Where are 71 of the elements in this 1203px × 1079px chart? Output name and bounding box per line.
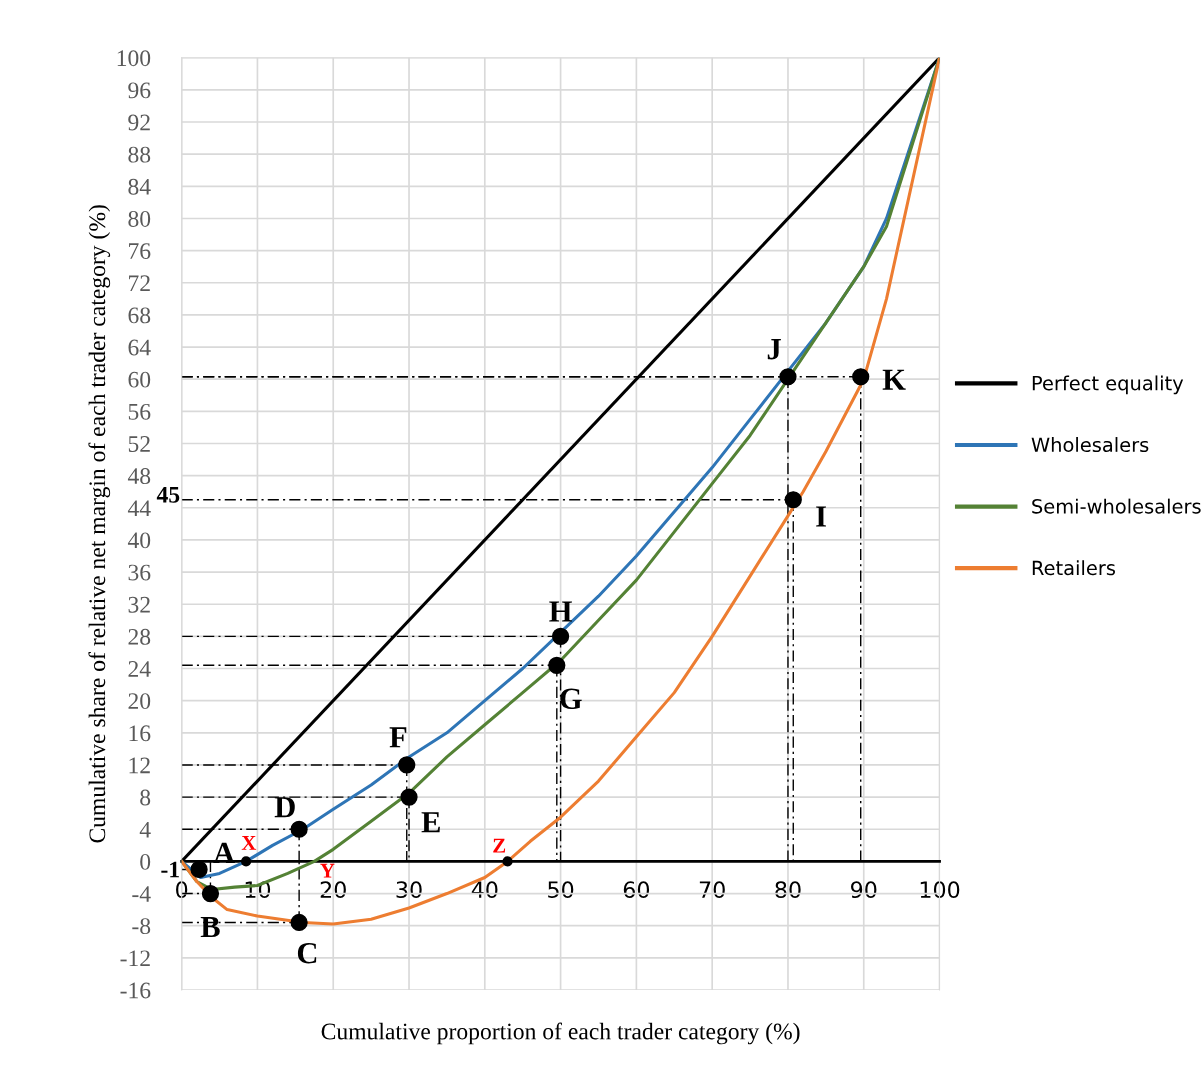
point: [502, 856, 513, 867]
y-tick-label: -8: [132, 918, 151, 935]
y-tick-label: 8: [140, 789, 151, 806]
y-tick-label: 100: [117, 50, 151, 67]
x-tick-label: 90: [851, 881, 877, 899]
y-tick-label: 72: [129, 275, 150, 291]
y-tick-label: 80: [128, 210, 151, 227]
point: [398, 756, 416, 774]
point: [852, 368, 870, 386]
annotation: K: [882, 369, 906, 390]
x-tick-label: 30: [396, 881, 422, 899]
y-tick-label: 92: [128, 114, 150, 131]
y-tick-label: 68: [128, 307, 151, 324]
x-tick-label: 50: [548, 881, 574, 899]
annotation: G: [560, 688, 582, 710]
point: [779, 368, 797, 386]
y-tick-label: -4: [132, 886, 151, 902]
y-tick-label: 44: [127, 500, 151, 516]
y-tick-label: 16: [129, 725, 151, 742]
annotation: B: [200, 916, 220, 938]
y-tick-label: 28: [128, 628, 151, 645]
annotation: F: [389, 727, 407, 748]
annotation: E: [421, 812, 440, 833]
annotation: C: [297, 942, 317, 964]
x-axis-title: Cumulative proportion of each trader category (%): [321, 1022, 800, 1045]
y-axis-title: Cumulative share of relative net margin of each trader category (%): [88, 205, 111, 843]
x-tick-label: 100: [920, 881, 960, 899]
y-tick-label: -12: [120, 950, 150, 967]
y-tick-label: 24: [128, 661, 151, 677]
x-tick-label: 20: [320, 881, 346, 899]
point: [190, 860, 208, 879]
annotation: Z: [493, 838, 506, 853]
annotation: X: [241, 836, 257, 850]
y-tick-label: 32: [128, 596, 150, 613]
point: [548, 656, 566, 674]
legend-label: Perfect equality: [1032, 375, 1184, 395]
point: [290, 913, 308, 932]
point: [400, 788, 418, 806]
annotation: J: [767, 339, 781, 360]
text: -1: [161, 861, 179, 878]
legend-label: Wholesalers: [1031, 437, 1149, 453]
y-tick-label: 20: [128, 693, 151, 710]
point: [240, 856, 252, 867]
point: [290, 820, 308, 838]
y-tick-label: 56: [128, 403, 151, 420]
y-tick-label: 40: [127, 532, 151, 549]
y-tick-label: 4: [139, 821, 151, 838]
legend-label: Semi-wholesalers: [1032, 498, 1201, 514]
point: [784, 491, 802, 509]
annotation: I: [816, 506, 826, 527]
y-tick-label: 48: [127, 468, 151, 485]
legend-label: Retailers: [1032, 560, 1116, 576]
x-tick-label: 70: [699, 881, 725, 899]
y-tick-label: 76: [129, 243, 151, 260]
y-tick-label: 36: [128, 564, 151, 581]
y-tick-label: 12: [129, 757, 150, 774]
y-tick-label: 0: [140, 853, 151, 870]
y-tick-label: 84: [128, 178, 151, 195]
y-tick-label: 64: [128, 339, 151, 356]
y-tick-label: 52: [128, 436, 150, 452]
annotation: D: [274, 797, 295, 818]
point: [551, 627, 570, 645]
y-tick-label: 60: [128, 371, 151, 388]
annotation: Y: [320, 863, 335, 878]
annotation: H: [549, 601, 572, 622]
y-tick-label: 96: [128, 82, 151, 99]
point: [201, 884, 220, 903]
y-tick-label: 88: [128, 146, 151, 163]
text: 45: [156, 486, 180, 503]
y-tick-label: -16: [120, 982, 151, 999]
x-tick-label: 0: [176, 881, 188, 899]
